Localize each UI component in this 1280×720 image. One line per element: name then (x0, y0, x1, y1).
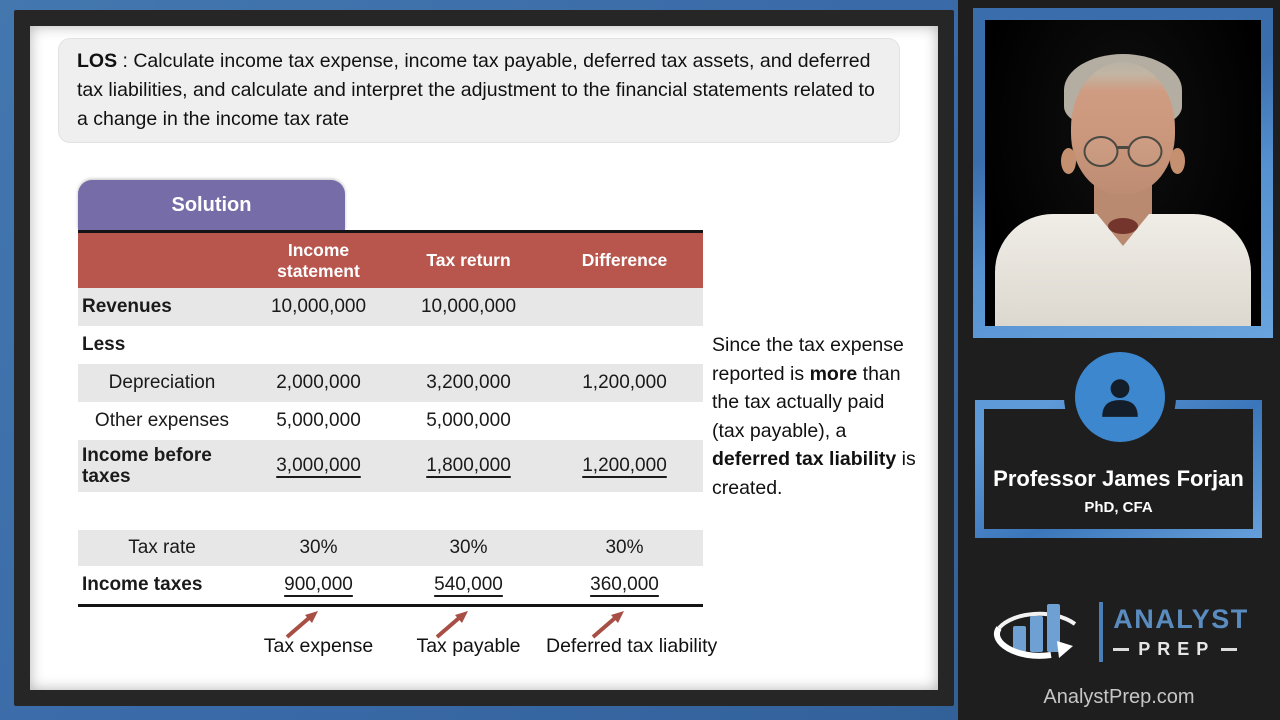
portrait-mouth (1108, 218, 1138, 234)
table-header-row: Income statement Tax return Difference (78, 230, 703, 288)
row-label: Tax rate (128, 537, 196, 558)
logo-divider (1099, 602, 1104, 662)
cell-value: 900,000 (284, 574, 353, 595)
row-label: Other expenses (94, 410, 230, 431)
los-box: LOS : Calculate income tax expense, inco… (58, 38, 900, 143)
cell-value: 5,000,000 (276, 410, 361, 431)
table-row: Tax rate 30% 30% 30% (78, 530, 703, 566)
income-tax-table: Income statement Tax return Difference R… (78, 230, 717, 658)
cell-value: 5,000,000 (426, 410, 511, 431)
row-label: Less (82, 334, 126, 356)
table-row: Other expenses 5,000,000 5,000,000 (78, 402, 703, 440)
analystprep-logo: ANALYST PREP (958, 594, 1280, 670)
cell-value: 1,200,000 (582, 455, 667, 476)
solution-tab-label: Solution (171, 193, 252, 216)
table-body: Revenues 10,000,000 10,000,000 Less Deprecia… (78, 288, 703, 604)
logo-dash (1113, 648, 1130, 651)
logo-mark-icon (994, 604, 1077, 659)
note-segment: deferred tax liability (712, 448, 897, 470)
table-row: Income before taxes 3,000,000 1,800,000 1,2… (78, 440, 703, 492)
annotation-label: Tax payable (416, 635, 521, 657)
solution-tab: Solution (78, 180, 345, 230)
cell-value: 540,000 (434, 574, 503, 595)
table-spacer-row (78, 492, 703, 530)
glasses-icon (1083, 136, 1163, 167)
note-segment: is created. (712, 448, 916, 499)
portrait-head (1071, 62, 1175, 194)
right-panel: Professor James Forjan PhD, CFA ANALYST (958, 0, 1280, 720)
annotation-tax-expense: Tax expense (246, 608, 391, 658)
logo-analyst-text: ANALYST (1113, 604, 1249, 634)
arrow-up-right-icon (435, 611, 468, 639)
presenter-credentials: PhD, CFA (1084, 499, 1153, 516)
table-row: Income taxes 900,000 540,000 360,000 (78, 566, 703, 604)
annotation-deferred-tax-liability: Deferred tax liability (546, 608, 717, 658)
annotation-spacer (78, 608, 246, 658)
row-label: Revenues (82, 296, 172, 318)
row-label: Income taxes (82, 574, 203, 596)
row-label: Depreciation (108, 372, 216, 393)
header-cell-income-statement: Income statement (277, 239, 360, 281)
cell-value: 10,000,000 (270, 296, 367, 317)
header-cell-difference: Difference (581, 250, 668, 270)
cell-value: 3,200,000 (426, 372, 511, 393)
logo-prep-text: PREP (1138, 639, 1216, 659)
note-segment: more (809, 362, 858, 385)
note-text: Since the tax expense reported is more t… (712, 331, 918, 502)
annotations-row: Tax expense Tax payable (78, 608, 717, 658)
slide: LOS : Calculate income tax expense, inco… (30, 26, 938, 690)
cell-value: 2,000,000 (276, 372, 361, 393)
person-icon (1075, 352, 1165, 442)
slide-frame: LOS : Calculate income tax expense, inco… (14, 10, 954, 706)
logo-dash (1221, 648, 1238, 651)
cell-value: 30% (299, 537, 338, 558)
note-segment: Since the tax expense reported is (712, 334, 904, 385)
presenter-nameplate: Professor James Forjan PhD, CFA (975, 400, 1262, 538)
table-row: Depreciation 2,000,000 3,200,000 1,200,000 (78, 364, 703, 402)
cell-value: 30% (449, 537, 488, 558)
note-segment: than the tax actually paid (tax payable)… (712, 362, 901, 442)
annotation-tax-payable: Tax payable (391, 608, 546, 658)
annotation-label: Tax expense (263, 635, 374, 657)
website-text: AnalystPrep.com (1043, 686, 1195, 708)
los-text: : Calculate income tax expense, income t… (77, 50, 875, 130)
arrow-up-right-icon (285, 611, 318, 639)
annotation-label: Deferred tax liability (546, 635, 718, 657)
table-row: Less (78, 326, 703, 364)
header-cell-tax-return: Tax return (426, 250, 511, 270)
los-label: LOS (77, 50, 118, 72)
cell-value: 1,200,000 (582, 372, 667, 393)
cell-value: 1,800,000 (426, 455, 511, 476)
table-bottom-rule (78, 604, 703, 607)
cell-value: 360,000 (590, 574, 659, 595)
cell-value: 3,000,000 (276, 455, 361, 476)
presenter-portrait (985, 20, 1261, 326)
row-label: Income before taxes (82, 444, 212, 487)
table-row: Revenues 10,000,000 10,000,000 (78, 288, 703, 326)
portrait-ear (1170, 148, 1185, 174)
presenter-name: Professor James Forjan (993, 466, 1244, 491)
arrow-up-right-icon (591, 611, 624, 639)
cell-value: 10,000,000 (420, 296, 517, 317)
cell-value: 30% (605, 537, 644, 558)
portrait-ear (1061, 148, 1076, 174)
presenter-video (973, 8, 1273, 338)
